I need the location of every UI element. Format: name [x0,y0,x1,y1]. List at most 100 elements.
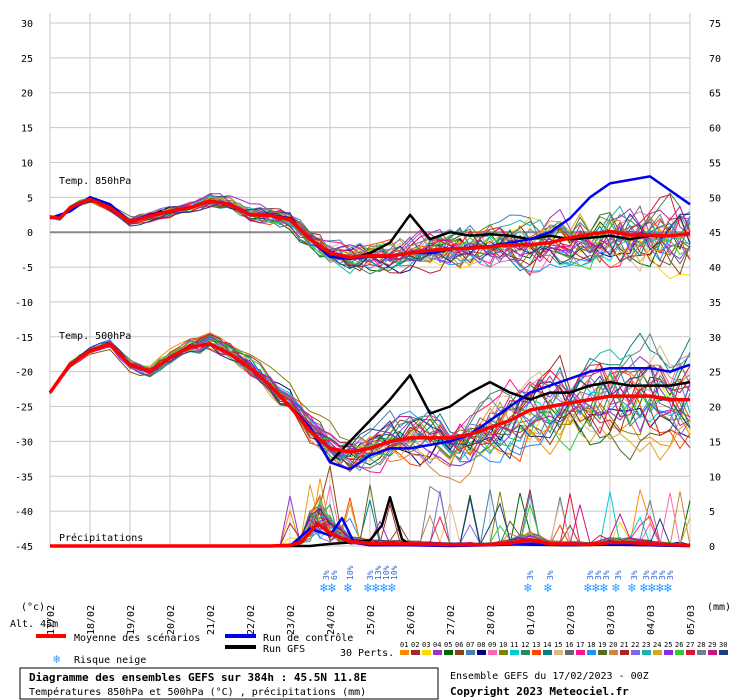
snow-risk-percent: 3% [366,570,375,580]
date-tick-label: 23/02 [286,605,297,635]
member-number: 04 [433,641,441,649]
right-tick-label: 60 [709,124,721,135]
date-tick-label: 24/02 [326,605,337,635]
legend-perts-label: 30 Perts. [340,648,394,659]
member-number: 07 [466,641,474,649]
t850-label: Temp. 850hPa [59,176,131,187]
date-tick-label: 19/02 [126,605,137,635]
snowflake-icon: ❄ [363,581,372,596]
copyright: Copyright 2023 Meteociel.fr [450,685,629,698]
left-tick-label: -10 [15,298,33,309]
member-number: 30 [719,641,727,649]
member-color-swatch [499,650,508,655]
member-number: 06 [455,641,463,649]
snow-risk-percent: 3% [614,570,623,580]
member-number: 28 [697,641,705,649]
member-color-swatch [521,650,530,655]
snow-risk-percent: 10% [390,565,399,580]
right-tick-label: 75 [709,19,721,30]
snowflake-icon: ❄ [599,581,608,596]
mean-t850-line [49,197,691,260]
member-number: 29 [708,641,716,649]
member-color-swatch [565,650,574,655]
member-number: 02 [411,641,419,649]
date-axis-labels: 17/02 18/02 19/02 20/02 21/02 22/02 23/02 24/02… [46,605,697,635]
left-tick-label: 30 [21,19,33,30]
date-tick-label: 21/02 [206,605,217,635]
member-color-swatch [422,650,431,655]
member-number: 24 [653,641,661,649]
snowflake-icon: ❄ [379,581,388,596]
snowflake-icon: ❄ [53,652,60,666]
date-tick-label: 01/03 [526,605,537,635]
snowflake-icon: ❄ [583,581,592,596]
member-number: 10 [499,641,507,649]
snow-risk-percent: 3% [630,570,639,580]
left-tick-label: 20 [21,89,33,100]
mean-t500-line [48,342,690,454]
snow-risk-percent: 10% [346,565,355,580]
member-number: 23 [642,641,650,649]
snowflake-icon: ❄ [327,581,336,596]
snow-risk-markers: ❄3%❄6%❄10%❄3%❄13%❄10%❄10%❄3%❄3%❄3%❄3%❄3%… [319,565,675,596]
footer-title: Diagramme des ensembles GEFS sur 384h : … [29,671,367,684]
snow-risk-percent: 3% [642,570,651,580]
snowflake-icon: ❄ [639,581,648,596]
date-tick-label: 04/03 [646,605,657,635]
member-number: 05 [444,641,452,649]
member-number: 08 [477,641,485,649]
member-number: 26 [675,641,683,649]
left-tick-label: 10 [21,158,33,169]
altitude-label: Alt. 45m [10,619,58,630]
date-tick-label: 05/03 [686,605,697,635]
left-tick-label: -25 [15,403,33,414]
highlighted-runs [48,175,691,548]
left-tick-label: 0 [27,228,33,239]
snow-risk-percent: 10% [382,565,391,580]
legend: Moyenne des scénarios Run de contrôle Ru… [36,632,728,666]
snowflake-icon: ❄ [343,581,352,596]
right-tick-label: 25 [709,368,721,379]
left-unit-label: (°c) [21,602,45,613]
date-tick-label: 22/02 [246,605,257,635]
right-tick-label: 20 [709,403,721,414]
member-color-swatch [543,650,552,655]
date-tick-label: 26/02 [406,605,417,635]
snow-risk-percent: 3% [594,570,603,580]
member-number: 15 [554,641,562,649]
member-t850-line [49,193,691,277]
snowflake-icon: ❄ [319,581,328,596]
date-tick-label: 27/02 [446,605,457,635]
member-number: 19 [598,641,606,649]
right-tick-label: 10 [709,472,721,483]
left-axis-ticks: 30 25 20 15 10 5 0 -5 -10 -15 -20 -25 -30 -35 -40 -45 [15,19,33,553]
legend-control-label: Run de contrôle [263,632,353,644]
right-tick-label: 15 [709,437,721,448]
member-number: 25 [664,641,672,649]
left-tick-label: 15 [21,124,33,135]
snow-risk-percent: 3% [602,570,611,580]
member-color-swatch [554,650,563,655]
snowflake-icon: ❄ [523,581,532,596]
member-number: 11 [510,641,518,649]
member-color-swatch [664,650,673,655]
member-color-swatch [631,650,640,655]
right-tick-label: 70 [709,54,721,65]
snowflake-icon: ❄ [371,581,380,596]
snowflake-icon: ❄ [543,581,552,596]
snow-risk-percent: 3% [650,570,659,580]
snowflake-icon: ❄ [655,581,664,596]
right-tick-label: 5 [709,507,715,518]
date-tick-label: 02/03 [566,605,577,635]
right-tick-label: 40 [709,263,721,274]
member-color-swatch [719,650,728,655]
member-color-swatch [466,650,475,655]
legend-snow-label: Risque neige [74,655,146,666]
left-tick-label: 25 [21,54,33,65]
run-info: Ensemble GEFS du 17/02/2023 - 00Z [450,671,649,682]
member-number: 03 [422,641,430,649]
snow-risk-percent: 3% [546,570,555,580]
snowflake-icon: ❄ [591,581,600,596]
